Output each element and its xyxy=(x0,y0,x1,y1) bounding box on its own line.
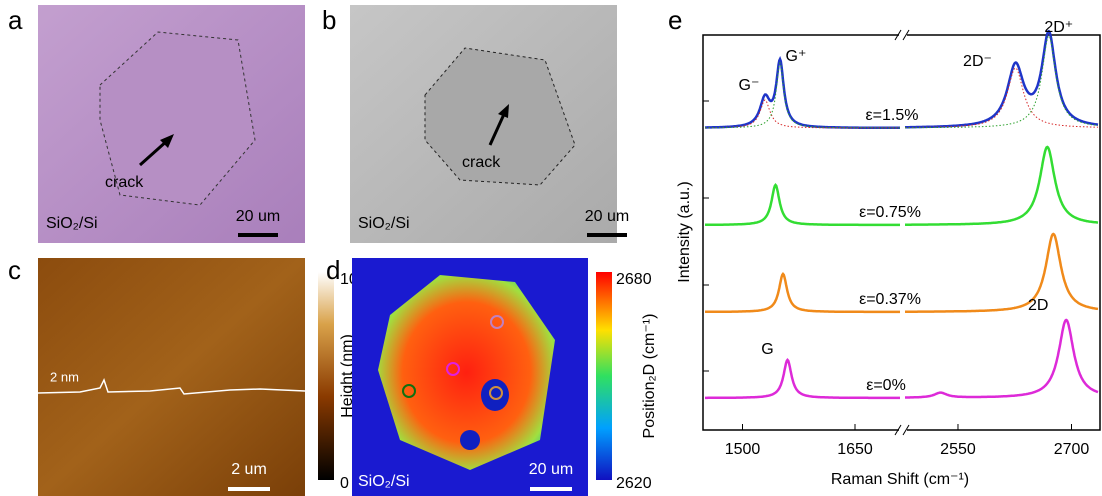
substrate: SiO₂/Si xyxy=(46,215,98,232)
panel-label: e xyxy=(668,5,682,35)
scale-label: 2 um xyxy=(231,461,267,478)
x-axis-label: Raman Shift (cm⁻¹) xyxy=(831,471,969,488)
height-marker: 2 nm xyxy=(50,369,79,384)
low-region xyxy=(481,379,509,411)
panel-label: c xyxy=(8,255,21,285)
panel-d: d SiO₂/Si 20 um 2680 2620 Position₂D (cm… xyxy=(326,255,658,496)
colorbar-max: 2680 xyxy=(616,271,652,288)
scale-bar xyxy=(238,233,278,237)
spectrum xyxy=(905,232,1099,313)
fit-component xyxy=(705,99,900,129)
colorbar-min: 0 xyxy=(340,475,349,492)
panel-e: e Intensity (a.u.) Raman Shift (cm⁻¹) 15… xyxy=(668,5,1101,488)
axis-break xyxy=(899,32,907,38)
spectrum-label: ε=0.37% xyxy=(859,291,921,308)
spectrum-label: ε=0% xyxy=(866,377,906,394)
substrate: SiO₂/Si xyxy=(358,215,410,232)
scale-label: 20 um xyxy=(529,461,573,478)
break-mark xyxy=(902,424,910,436)
x-tick-label: 2700 xyxy=(1054,441,1090,458)
peak-label: 2D xyxy=(1028,297,1048,314)
break-mark xyxy=(894,29,902,41)
height-profile xyxy=(37,378,306,395)
annotation: crack xyxy=(105,174,144,191)
arrow xyxy=(139,138,169,167)
peak-label: 2D⁻ xyxy=(963,53,992,70)
arrow xyxy=(488,111,507,146)
x-tick-label: 1650 xyxy=(837,441,873,458)
peak-label: G⁻ xyxy=(739,77,760,94)
axis-break xyxy=(899,427,907,433)
spectrum-label: ε=1.5% xyxy=(866,107,919,124)
afm-image xyxy=(38,258,305,496)
peak-label: 2D⁺ xyxy=(1044,19,1073,36)
arrow-head xyxy=(160,134,174,148)
fit-component xyxy=(905,67,1099,128)
marker xyxy=(402,384,416,398)
spectrum xyxy=(705,272,900,314)
panel-label: d xyxy=(326,255,340,285)
spectrum xyxy=(705,358,900,400)
colorbar-title: Height (nm) xyxy=(339,334,356,418)
colorbar xyxy=(596,272,612,480)
marker xyxy=(489,386,503,400)
marker xyxy=(490,315,504,329)
flake xyxy=(99,31,256,206)
fit-component xyxy=(905,35,1098,129)
plot-frame xyxy=(702,34,1101,431)
x-tick-label: 2550 xyxy=(940,441,976,458)
flake-map xyxy=(378,275,555,470)
spectrum xyxy=(705,183,900,227)
fit-component xyxy=(705,61,900,129)
low-region xyxy=(460,430,480,450)
spectrum xyxy=(905,145,1099,226)
panel-a: a crack SiO₂/Si 20 um xyxy=(8,5,305,243)
break-mark xyxy=(894,424,902,436)
scale-label: 20 um xyxy=(236,208,280,225)
y-axis-label: Intensity (a.u.) xyxy=(676,181,693,282)
arrow-head xyxy=(498,104,509,118)
scale-label: 20 um xyxy=(585,208,629,225)
panel-b: b crack SiO₂/Si 20 um xyxy=(322,5,629,243)
substrate: SiO₂/Si xyxy=(358,473,410,490)
marker xyxy=(446,362,460,376)
scale-bar xyxy=(587,233,627,237)
peak-label: G xyxy=(761,341,773,358)
colorbar-min: 2620 xyxy=(616,475,652,492)
scale-bar xyxy=(530,487,572,491)
panel-label: a xyxy=(8,5,23,35)
colorbar-title: Position₂D (cm⁻¹) xyxy=(641,314,658,439)
annotation: crack xyxy=(462,154,501,171)
spectrum-label: ε=0.75% xyxy=(859,204,921,221)
flake xyxy=(424,47,576,186)
spectrum xyxy=(905,29,1099,129)
panel-c: c 2 nm 2 um 10 0 Height (nm) xyxy=(8,255,358,496)
spectrum xyxy=(905,318,1099,399)
scale-bar xyxy=(228,487,270,491)
x-tick-label: 1500 xyxy=(725,441,761,458)
panel-label: b xyxy=(322,5,336,35)
peak-label: G⁺ xyxy=(786,48,807,65)
colorbar xyxy=(318,272,334,480)
break-mark xyxy=(902,29,910,41)
